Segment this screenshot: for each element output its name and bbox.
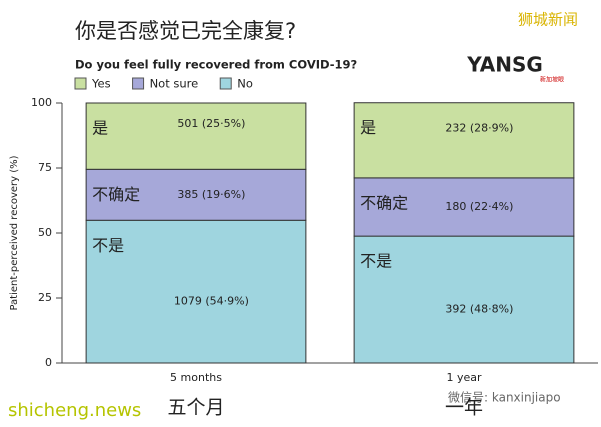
legend-swatch (132, 77, 145, 90)
x-tick-label: 1 year (446, 371, 482, 384)
chart-title: 你是否感觉已完全康复? (75, 19, 296, 43)
legend-label: Yes (91, 77, 111, 91)
watermark: 微信号: kanxinjiapo (448, 391, 561, 405)
value-label: 392 (48·8%) (445, 303, 513, 316)
bar-segment (85, 168, 307, 221)
segment-label-zh: 不是 (360, 252, 392, 271)
value-label: 385 (19·6%) (177, 188, 245, 201)
bar-segment (353, 102, 575, 179)
segment-label-zh: 是 (360, 118, 376, 137)
x-tick-label-zh: 五个月 (167, 397, 224, 419)
segment-label-zh: 是 (92, 119, 108, 138)
y-tick-label: 50 (38, 226, 52, 239)
value-label: 501 (25·5%) (177, 117, 245, 130)
bar-segment (353, 177, 575, 237)
segment-label-zh: 不是 (92, 236, 124, 255)
segment-label-zh: 不确定 (360, 193, 408, 212)
x-tick-label-zh: 一年 (445, 397, 483, 419)
bar-segment (353, 235, 575, 364)
logo-sub: 新加坡眼 (540, 76, 564, 84)
y-tick-label: 100 (31, 96, 52, 109)
watermark: shicheng.news (8, 400, 141, 421)
y-tick-label: 0 (45, 356, 52, 369)
logo: YANSG (466, 53, 543, 77)
legend-swatch (219, 77, 232, 90)
y-tick-label: 25 (38, 291, 52, 304)
value-label: 232 (28·9%) (445, 121, 513, 134)
bar-segment (85, 102, 307, 170)
x-tick-label: 5 months (170, 371, 222, 384)
segment-label-zh: 不确定 (92, 185, 140, 204)
watermark: 狮城新闻 (518, 11, 578, 29)
legend-swatch (74, 77, 87, 90)
value-label: 1079 (54·9%) (174, 295, 249, 308)
y-tick-label: 75 (38, 161, 52, 174)
legend-label: No (237, 77, 253, 91)
y-axis-label: Patient-perceived recovery (%) (9, 155, 20, 310)
chart-subtitle: Do you feel fully recovered from COVID-1… (75, 58, 357, 72)
legend-label: Not sure (150, 77, 199, 91)
value-label: 180 (22·4%) (445, 200, 513, 213)
